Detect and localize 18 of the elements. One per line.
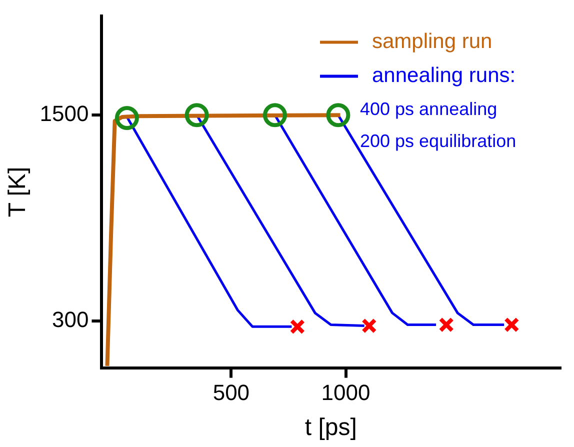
point (326, 103, 350, 128)
y-tick-label: 1500 (40, 101, 89, 126)
point (184, 103, 209, 128)
point (262, 103, 287, 128)
point (438, 317, 454, 332)
legend-label: annealing runs: (372, 64, 516, 87)
annotation: 200 ps equilibration (360, 131, 516, 152)
y-axis-title: T [K] (4, 166, 32, 218)
point (504, 317, 520, 332)
point (114, 106, 139, 130)
x-tick-label: 500 (212, 380, 250, 406)
y-tick-label: 300 (52, 306, 89, 332)
point (290, 319, 306, 334)
x-axis-title: t [ps] (304, 414, 357, 442)
x-tick-label: 1000 (321, 380, 370, 406)
legend-label: sampling run (372, 30, 492, 53)
point (361, 318, 377, 334)
annotation: 400 ps annealing (360, 99, 498, 120)
